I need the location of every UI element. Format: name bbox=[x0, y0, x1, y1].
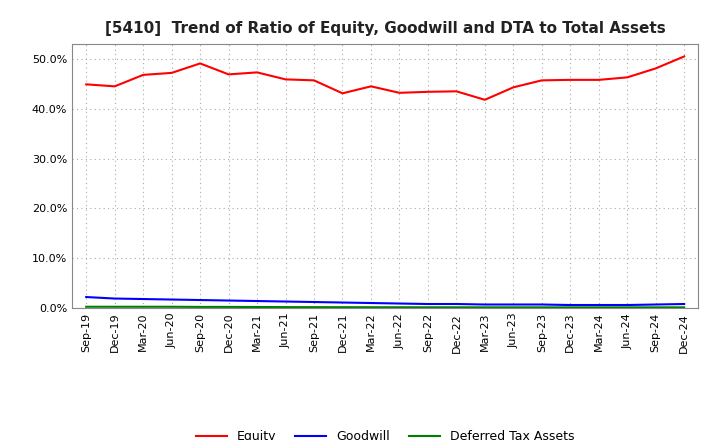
Equity bbox=[652, 66, 660, 71]
Goodwill bbox=[196, 297, 204, 303]
Deferred Tax Assets bbox=[395, 304, 404, 310]
Deferred Tax Assets bbox=[196, 304, 204, 310]
Equity bbox=[537, 78, 546, 83]
Equity bbox=[225, 72, 233, 77]
Deferred Tax Assets bbox=[566, 305, 575, 310]
Deferred Tax Assets bbox=[139, 304, 148, 309]
Legend: Equity, Goodwill, Deferred Tax Assets: Equity, Goodwill, Deferred Tax Assets bbox=[191, 425, 580, 440]
Line: Deferred Tax Assets: Deferred Tax Assets bbox=[86, 307, 684, 308]
Equity bbox=[167, 70, 176, 76]
Goodwill bbox=[310, 299, 318, 304]
Equity bbox=[452, 89, 461, 94]
Goodwill bbox=[167, 297, 176, 302]
Deferred Tax Assets bbox=[282, 304, 290, 310]
Goodwill bbox=[225, 298, 233, 303]
Goodwill bbox=[537, 302, 546, 307]
Deferred Tax Assets bbox=[110, 304, 119, 309]
Equity bbox=[338, 91, 347, 96]
Line: Goodwill: Goodwill bbox=[86, 297, 684, 305]
Equity bbox=[623, 75, 631, 80]
Goodwill bbox=[139, 297, 148, 302]
Goodwill bbox=[566, 302, 575, 308]
Deferred Tax Assets bbox=[509, 305, 518, 310]
Goodwill bbox=[623, 302, 631, 308]
Deferred Tax Assets bbox=[423, 304, 432, 310]
Equity bbox=[509, 84, 518, 90]
Line: Equity: Equity bbox=[86, 56, 684, 100]
Goodwill bbox=[452, 301, 461, 307]
Deferred Tax Assets bbox=[366, 304, 375, 310]
Goodwill bbox=[366, 301, 375, 306]
Deferred Tax Assets bbox=[652, 305, 660, 310]
Deferred Tax Assets bbox=[452, 304, 461, 310]
Equity bbox=[139, 72, 148, 77]
Equity bbox=[480, 97, 489, 103]
Equity bbox=[196, 61, 204, 66]
Deferred Tax Assets bbox=[537, 305, 546, 310]
Deferred Tax Assets bbox=[82, 304, 91, 309]
Goodwill bbox=[480, 302, 489, 307]
Equity bbox=[366, 84, 375, 89]
Goodwill bbox=[82, 294, 91, 300]
Deferred Tax Assets bbox=[680, 305, 688, 310]
Equity bbox=[566, 77, 575, 83]
Goodwill bbox=[395, 301, 404, 306]
Goodwill bbox=[509, 302, 518, 307]
Goodwill bbox=[253, 298, 261, 304]
Goodwill bbox=[680, 301, 688, 307]
Equity bbox=[423, 89, 432, 95]
Equity bbox=[680, 54, 688, 59]
Equity bbox=[595, 77, 603, 83]
Goodwill bbox=[338, 300, 347, 305]
Equity bbox=[253, 70, 261, 75]
Equity bbox=[395, 90, 404, 95]
Deferred Tax Assets bbox=[225, 304, 233, 310]
Deferred Tax Assets bbox=[338, 304, 347, 310]
Deferred Tax Assets bbox=[167, 304, 176, 309]
Goodwill bbox=[652, 302, 660, 307]
Goodwill bbox=[595, 302, 603, 308]
Deferred Tax Assets bbox=[253, 304, 261, 310]
Title: [5410]  Trend of Ratio of Equity, Goodwill and DTA to Total Assets: [5410] Trend of Ratio of Equity, Goodwil… bbox=[105, 21, 665, 36]
Deferred Tax Assets bbox=[595, 305, 603, 310]
Goodwill bbox=[423, 301, 432, 307]
Deferred Tax Assets bbox=[623, 305, 631, 310]
Equity bbox=[282, 77, 290, 82]
Equity bbox=[110, 84, 119, 89]
Deferred Tax Assets bbox=[480, 305, 489, 310]
Equity bbox=[82, 82, 91, 87]
Goodwill bbox=[110, 296, 119, 301]
Equity bbox=[310, 78, 318, 83]
Deferred Tax Assets bbox=[310, 304, 318, 310]
Goodwill bbox=[282, 299, 290, 304]
